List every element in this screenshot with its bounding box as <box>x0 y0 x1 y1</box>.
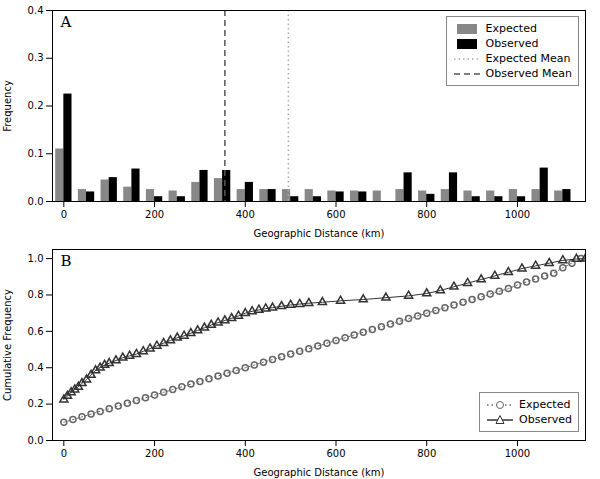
svg-text:200: 200 <box>145 209 164 220</box>
html-text:Observed: Observed <box>485 37 539 50</box>
svg-text:1.0: 1.0 <box>28 253 44 264</box>
svg-text:800: 800 <box>417 448 436 459</box>
svg-text:600: 600 <box>326 448 345 459</box>
svg-text:0.8: 0.8 <box>28 289 44 300</box>
html-text:Expected: Expected <box>519 398 571 411</box>
svg-text:200: 200 <box>145 448 164 459</box>
html-text:Observed: Observed <box>519 413 572 426</box>
svg-text:Frequency: Frequency <box>2 80 13 132</box>
svg-text:0.4: 0.4 <box>28 362 44 373</box>
svg-text:800: 800 <box>417 209 436 220</box>
svg-text:B: B <box>61 252 72 270</box>
svg-text:1000: 1000 <box>505 209 530 220</box>
svg-text:400: 400 <box>236 209 255 220</box>
svg-text:Geographic Distance (km): Geographic Distance (km) <box>254 228 385 239</box>
svg-text:0.4: 0.4 <box>28 5 44 16</box>
svg-text:0.0: 0.0 <box>28 435 44 446</box>
svg-text:0.3: 0.3 <box>28 52 44 63</box>
svg-text:Cumulative Frequency: Cumulative Frequency <box>2 289 13 401</box>
svg-text:0.0: 0.0 <box>28 196 44 207</box>
svg-text:0.1: 0.1 <box>28 148 44 159</box>
html-text:Expected: Expected <box>485 22 537 35</box>
svg-text:1000: 1000 <box>505 448 530 459</box>
svg-text:A: A <box>60 13 72 31</box>
svg-text:0.2: 0.2 <box>28 398 44 409</box>
svg-text:400: 400 <box>236 448 255 459</box>
svg-text:0.6: 0.6 <box>28 326 44 337</box>
svg-text:0.2: 0.2 <box>28 100 44 111</box>
svg-text:0: 0 <box>61 209 67 220</box>
svg-text:600: 600 <box>326 209 345 220</box>
svg-text:0: 0 <box>61 448 67 459</box>
svg-text:Geographic Distance (km): Geographic Distance (km) <box>254 467 385 478</box>
html-text:Expected Mean: Expected Mean <box>485 52 571 65</box>
html-text:Observed Mean: Observed Mean <box>485 67 572 80</box>
